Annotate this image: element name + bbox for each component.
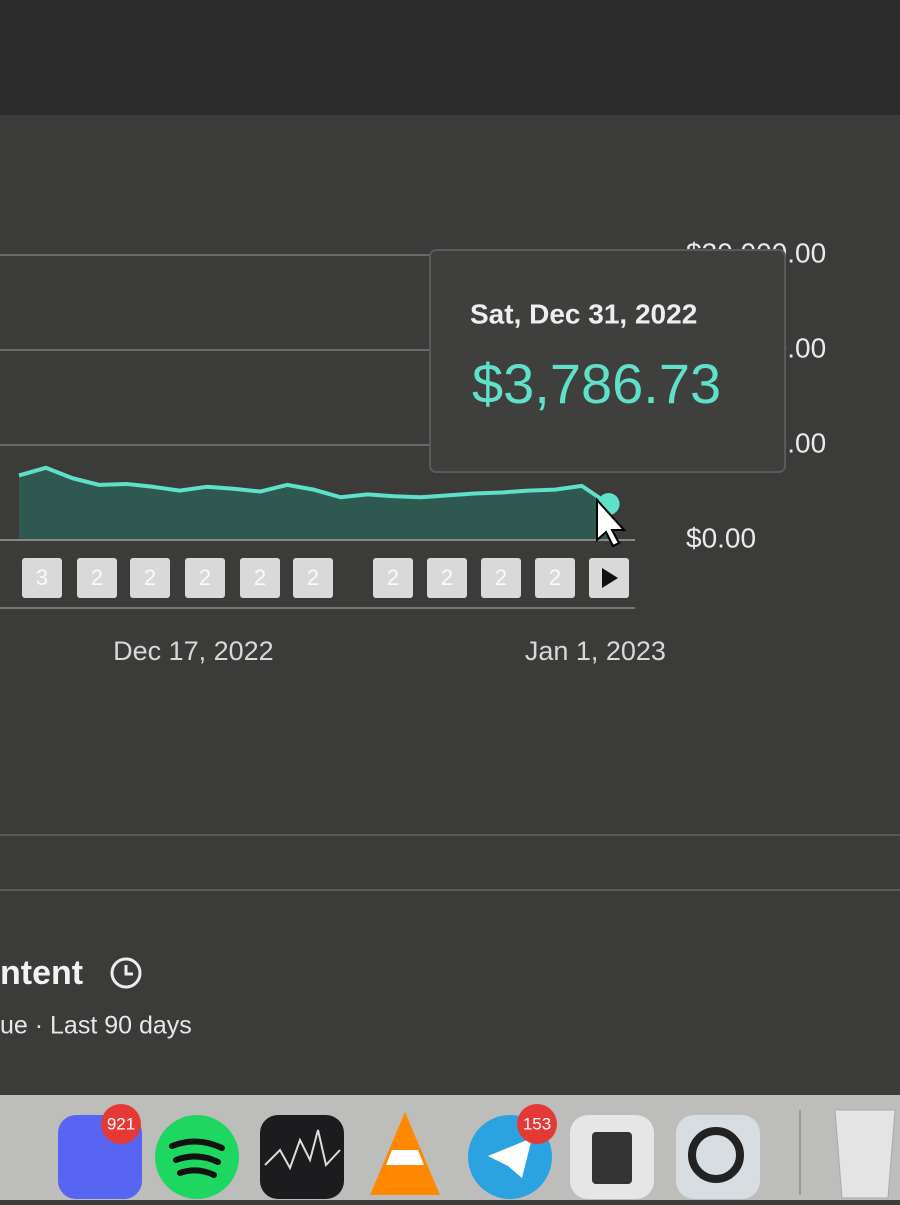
marker-count: 2 <box>199 565 211 590</box>
marker-badge <box>293 558 333 598</box>
marker-badge <box>77 558 117 598</box>
x-tick-label: Dec 17, 2022 <box>113 636 274 666</box>
tooltip-date: Sat, Dec 31, 2022 <box>470 298 697 329</box>
tooltip-box <box>429 249 786 473</box>
marker-badge <box>22 558 62 598</box>
telegram-plane <box>488 1138 532 1178</box>
next-arrow <box>602 568 618 588</box>
clock-icon <box>110 957 142 989</box>
trash-icon[interactable] <box>834 1109 896 1199</box>
badge-count: 153 <box>523 1114 551 1133</box>
stocks-icon[interactable] <box>260 1115 344 1199</box>
section-title: ntent <box>0 954 83 992</box>
stocks-line <box>264 1129 341 1171</box>
section-subtitle: ue · Last 90 days <box>0 1012 192 1040</box>
cursor <box>596 497 627 548</box>
marker-count: 2 <box>307 565 319 590</box>
marker-count: 2 <box>549 565 561 590</box>
marker-badge <box>240 558 280 598</box>
dock: 921 153 <box>0 1095 900 1200</box>
vlc-stripe <box>386 1150 424 1165</box>
clock-hands <box>124 965 133 976</box>
marker-count: 3 <box>36 565 48 590</box>
marker-count: 2 <box>387 565 399 590</box>
area <box>19 467 609 540</box>
marker-badge <box>373 558 413 598</box>
marker-badge <box>130 558 170 598</box>
marker-count: 2 <box>91 565 103 590</box>
marker-count: 2 <box>254 565 266 590</box>
badge-count: 921 <box>107 1114 135 1133</box>
badge <box>517 1104 557 1144</box>
badge <box>101 1104 141 1144</box>
bezel <box>0 0 900 115</box>
quicktime-q <box>688 1127 744 1183</box>
marker-badge <box>427 558 467 598</box>
line <box>18 465 610 506</box>
marker-count: 2 <box>495 565 507 590</box>
marker-badge <box>535 558 575 598</box>
x-tick-label: Jan 1, 2023 <box>525 636 666 666</box>
marker-badge <box>481 558 521 598</box>
spotify-waves <box>169 1138 225 1178</box>
marker-badge <box>185 558 225 598</box>
calculator-body <box>592 1132 632 1184</box>
tooltip: Sat, Dec 31, 2022 $3,786.73 <box>429 249 786 473</box>
marker-count: 2 <box>441 565 453 590</box>
y-tick-label: $0.00 <box>686 522 756 553</box>
tooltip-value: $3,786.73 <box>472 352 721 415</box>
marker-count: 2 <box>144 565 156 590</box>
